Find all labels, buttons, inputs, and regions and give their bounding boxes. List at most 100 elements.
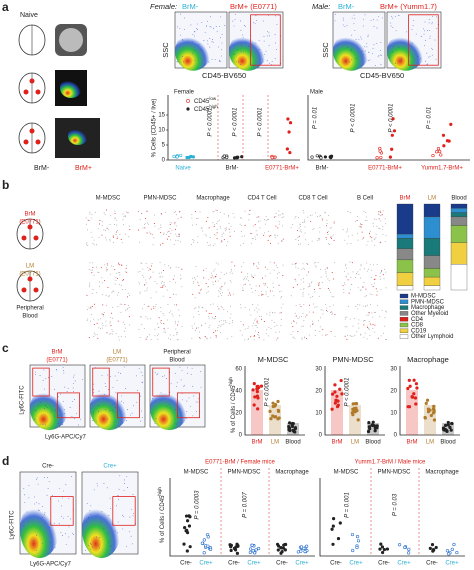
cell — [384, 268, 386, 270]
event — [180, 34, 182, 36]
event — [262, 61, 264, 63]
cell — [106, 227, 108, 229]
event — [367, 60, 369, 62]
cell — [239, 223, 241, 225]
event — [26, 511, 28, 513]
image-signal — [60, 78, 82, 98]
tumor — [35, 89, 41, 95]
cell — [125, 211, 127, 213]
cell — [147, 222, 149, 224]
cell — [295, 263, 297, 265]
cell — [192, 282, 194, 284]
dot — [286, 117, 290, 121]
cell — [158, 326, 160, 328]
cell — [296, 262, 298, 264]
dot — [379, 542, 383, 546]
cell — [152, 244, 154, 246]
cell — [358, 319, 360, 321]
event — [106, 487, 108, 489]
event — [65, 484, 67, 486]
cell — [333, 221, 335, 223]
tumor — [27, 224, 33, 230]
dot — [270, 155, 274, 160]
cell — [210, 304, 212, 306]
cell — [101, 220, 103, 222]
event — [373, 26, 375, 27]
cell — [138, 328, 140, 330]
event — [380, 64, 382, 66]
cell — [264, 266, 266, 268]
cell — [314, 335, 316, 337]
dot — [283, 548, 287, 552]
cell — [239, 304, 241, 306]
cell — [273, 321, 275, 323]
label: PMN-MDSC — [411, 299, 445, 305]
cell — [244, 235, 246, 237]
dot — [435, 150, 439, 154]
cell — [159, 321, 161, 323]
cell — [114, 224, 116, 226]
dot — [208, 547, 213, 552]
cell — [217, 280, 219, 282]
cell — [358, 226, 360, 228]
event — [220, 60, 222, 62]
cell — [206, 337, 208, 339]
cell — [195, 307, 197, 309]
cell — [105, 325, 107, 327]
cell — [255, 307, 257, 309]
cell — [244, 224, 246, 226]
cell — [359, 304, 361, 306]
label: M-MDSC — [258, 355, 289, 364]
cell — [86, 308, 88, 310]
cell — [308, 283, 310, 285]
cell — [216, 209, 218, 211]
cell — [360, 223, 362, 225]
event — [38, 510, 40, 511]
event — [245, 41, 247, 43]
label: BrM — [52, 350, 63, 356]
cell — [90, 269, 92, 271]
event — [127, 487, 129, 488]
cell — [101, 282, 103, 284]
dot — [397, 543, 402, 547]
cell — [313, 289, 315, 291]
tumor — [21, 235, 27, 241]
cell — [119, 303, 121, 305]
cell — [292, 331, 294, 333]
cell — [259, 220, 261, 222]
cell — [278, 272, 280, 274]
event — [190, 24, 192, 26]
event — [424, 44, 425, 46]
cell — [302, 293, 304, 295]
cell — [156, 283, 158, 285]
cell — [224, 282, 226, 284]
cell — [257, 267, 259, 269]
event — [245, 25, 246, 27]
event — [430, 47, 432, 49]
cell — [261, 277, 263, 279]
cell — [89, 262, 91, 264]
cell — [331, 295, 333, 297]
cell — [243, 242, 245, 244]
cell — [259, 316, 261, 318]
cell — [311, 281, 313, 283]
event — [123, 490, 125, 491]
label: PMN-MDSC — [332, 355, 374, 364]
event — [365, 50, 366, 52]
cell — [255, 238, 257, 240]
cell — [168, 236, 170, 238]
cell — [169, 227, 171, 229]
label: Cre- — [378, 561, 390, 567]
cell — [220, 319, 222, 321]
cell — [86, 294, 88, 296]
cell — [220, 241, 222, 243]
cell — [156, 335, 158, 337]
cell — [218, 308, 220, 310]
cell — [364, 332, 366, 334]
cell — [181, 286, 183, 288]
cell — [302, 281, 304, 283]
event — [192, 33, 194, 35]
event — [59, 487, 61, 489]
event — [162, 376, 164, 378]
dot — [443, 423, 448, 427]
